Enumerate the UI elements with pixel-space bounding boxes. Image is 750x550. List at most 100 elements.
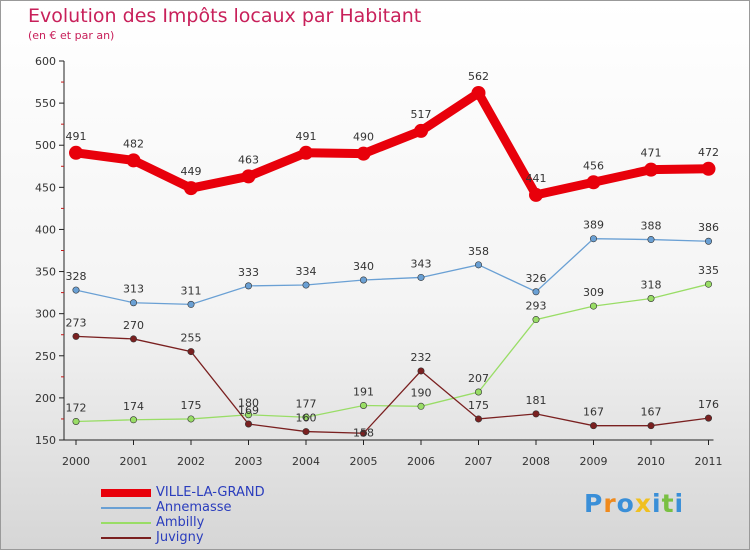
data-label: 482: [123, 137, 144, 150]
x-tick-label: 2010: [637, 455, 665, 468]
chart-title: Evolution des Impôts locaux par Habitant: [28, 5, 422, 27]
logo-letter: i: [674, 489, 685, 518]
data-label: 471: [641, 147, 662, 160]
data-point: [302, 428, 310, 436]
logo-letter: o: [616, 489, 635, 518]
y-tick-label: 200: [35, 392, 56, 405]
x-tick-label: 2002: [177, 455, 205, 468]
data-point: [589, 302, 597, 310]
data-point: [245, 282, 253, 290]
data-label: 449: [181, 165, 202, 178]
data-point: [302, 281, 310, 289]
data-label: 191: [353, 385, 374, 398]
chart-axes: 150 200 250 300 350 400 450 500 550 600 2000 2001 20…: [35, 55, 723, 468]
data-label: 273: [66, 316, 87, 329]
data-label: 270: [123, 319, 144, 332]
series-line: [75, 283, 709, 423]
series-line: [75, 335, 709, 434]
data-point: [72, 286, 80, 294]
data-point: [704, 414, 712, 422]
legend-swatch: [101, 489, 151, 497]
data-label: 174: [123, 400, 144, 413]
data-point: [126, 153, 141, 168]
legend-label: Ambilly: [156, 515, 205, 530]
data-point: [187, 348, 195, 356]
data-point: [414, 123, 428, 138]
data-point: [417, 367, 425, 375]
data-label: 255: [181, 332, 202, 345]
x-tick-label: 2011: [695, 455, 723, 468]
data-label: 167: [641, 406, 662, 419]
data-point: [302, 413, 310, 421]
data-point: [72, 417, 80, 425]
data-label: 181: [526, 394, 547, 407]
y-tick-label: 150: [35, 434, 56, 447]
legend-label: VILLE-LA-GRAND: [156, 485, 265, 500]
data-label: 335: [698, 264, 719, 277]
y-tick-label: 500: [35, 139, 56, 152]
data-point: [647, 422, 655, 430]
logo-letter: i: [652, 489, 662, 518]
data-point: [299, 145, 313, 160]
data-label: 490: [353, 131, 374, 144]
data-label: 318: [641, 279, 662, 292]
x-tick-label: 2001: [120, 455, 148, 468]
data-point: [471, 86, 486, 101]
data-point: [589, 235, 597, 243]
data-label: 517: [411, 108, 432, 121]
legend-label: Annemasse: [156, 500, 232, 515]
legend-label: Juvigny: [156, 530, 204, 545]
data-label: 334: [296, 265, 317, 278]
x-tick-label: 2003: [235, 455, 263, 468]
logo-letter: x: [634, 489, 652, 518]
data-label: 326: [526, 272, 547, 285]
data-point: [589, 422, 597, 430]
data-label: 177: [296, 397, 317, 410]
data-point: [130, 416, 138, 424]
data-label: 172: [66, 401, 87, 414]
series-line: [75, 238, 709, 306]
data-point: [647, 236, 655, 244]
x-tick-label: 2007: [465, 455, 493, 468]
legend-swatch: [101, 507, 151, 509]
data-point: [529, 187, 543, 202]
data-point: [187, 300, 195, 308]
data-point: [72, 332, 80, 340]
data-point: [586, 175, 601, 190]
data-point: [644, 162, 658, 177]
data-label: 293: [526, 300, 547, 313]
data-label: 190: [411, 386, 432, 399]
proxiti-logo: Proxiti: [584, 489, 684, 518]
y-tick-label: 400: [35, 223, 56, 236]
data-label: 333: [238, 266, 259, 279]
x-tick-label: 2006: [407, 455, 435, 468]
data-point: [69, 145, 83, 160]
data-label: 441: [526, 172, 547, 185]
data-point: [701, 161, 716, 176]
data-label: 175: [468, 399, 489, 412]
data-label: 169: [238, 404, 259, 417]
data-point: [245, 411, 253, 419]
data-label: 463: [238, 153, 259, 166]
data-label: 311: [181, 284, 202, 297]
data-point: [417, 273, 425, 281]
series-line: [75, 88, 709, 200]
data-point: [241, 169, 256, 184]
data-point: [187, 415, 195, 423]
data-label: 207: [468, 372, 489, 385]
logo-letter: P: [584, 489, 604, 518]
data-label: 313: [123, 283, 144, 296]
data-point: [130, 299, 138, 307]
data-point: [359, 429, 367, 437]
data-point: [704, 280, 712, 288]
data-label: 160: [296, 412, 317, 425]
data-point: [356, 146, 371, 161]
data-label: 343: [411, 257, 432, 270]
data-point: [245, 420, 253, 428]
data-label: 562: [468, 70, 489, 83]
data-point: [474, 261, 482, 269]
x-tick-label: 2008: [522, 455, 550, 468]
y-tick-label: 300: [35, 308, 56, 321]
data-point: [647, 295, 655, 303]
data-label: 175: [181, 399, 202, 412]
